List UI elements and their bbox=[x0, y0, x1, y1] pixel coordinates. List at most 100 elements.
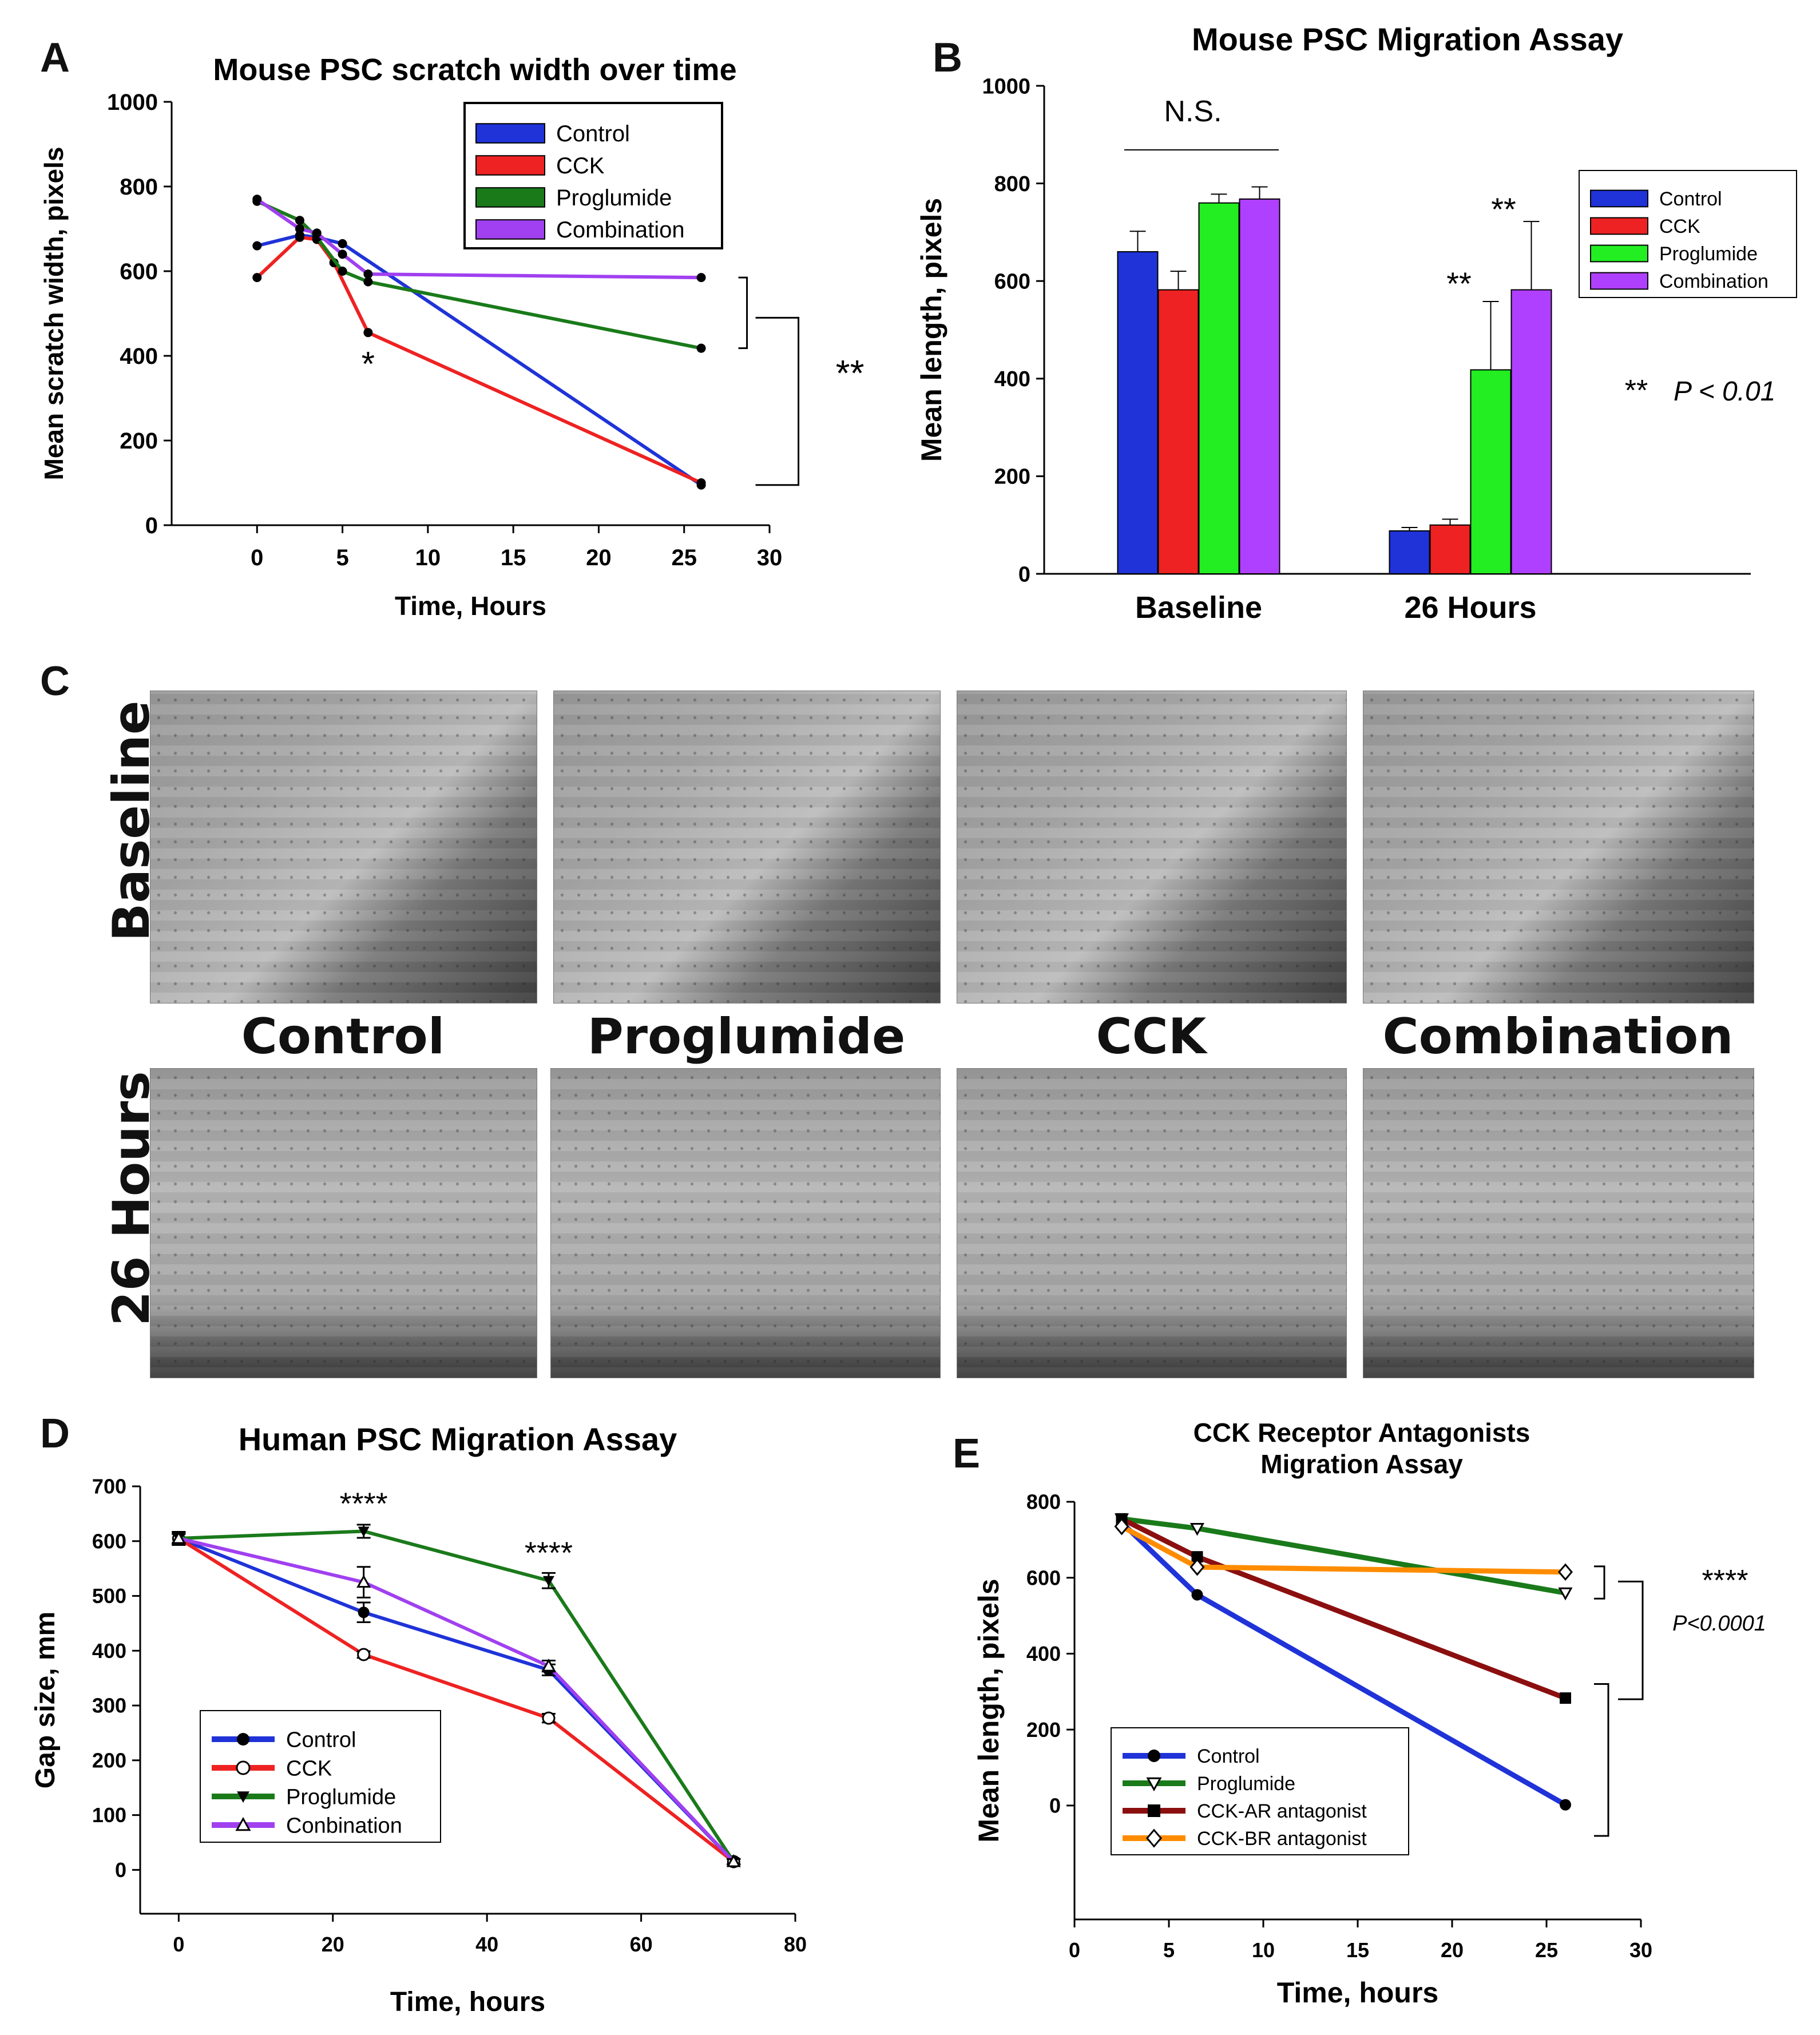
micrograph-26h-proglumide bbox=[550, 1068, 941, 1378]
y-tick-label: 400 bbox=[1026, 1642, 1061, 1665]
x-tick-label: 0 bbox=[1069, 1938, 1080, 1962]
chart-panel-b: Mouse PSC Migration Assay 0 200 400 600 800 10… bbox=[915, 21, 1797, 625]
annotation-star: * bbox=[362, 344, 375, 383]
bar bbox=[1510, 289, 1552, 574]
data-point bbox=[338, 267, 347, 276]
chart-title: Mouse PSC Migration Assay bbox=[1192, 21, 1623, 57]
legend-label: Combination bbox=[1659, 271, 1769, 292]
legend-box bbox=[200, 1710, 441, 1843]
legend-swatch bbox=[1590, 189, 1648, 208]
y-axis-label: Mean length, pixels bbox=[973, 1578, 1005, 1842]
legend-label: Proglumide bbox=[1197, 1773, 1295, 1795]
x-tick-label: 30 bbox=[1629, 1938, 1652, 1962]
panel-letter-a: A bbox=[40, 35, 70, 81]
x-tick-label: 40 bbox=[475, 1933, 498, 1956]
legend-label: Combination bbox=[556, 217, 685, 243]
data-point bbox=[358, 1606, 370, 1619]
col-label-proglumide: Proglumide bbox=[587, 1008, 906, 1065]
bar bbox=[1389, 530, 1430, 574]
x-tick-label: 20 bbox=[322, 1933, 344, 1956]
data-point bbox=[1560, 1799, 1571, 1811]
x-tick-label: 30 bbox=[757, 545, 783, 570]
legend-marker bbox=[1146, 1777, 1162, 1792]
annotation-sig: ** bbox=[836, 352, 865, 394]
x-tick-label: 10 bbox=[1252, 1938, 1275, 1962]
micrograph-26h-cck bbox=[957, 1068, 1347, 1378]
data-point bbox=[363, 277, 373, 287]
y-tick-label: 1000 bbox=[107, 90, 158, 115]
annotation-ns: N.S. bbox=[1164, 95, 1222, 128]
x-tick-label: 0 bbox=[173, 1933, 184, 1956]
legend-marker bbox=[236, 1760, 251, 1775]
legend-label: Proglumide bbox=[556, 185, 672, 211]
data-point bbox=[696, 273, 706, 283]
data-point bbox=[295, 224, 304, 233]
data-point bbox=[542, 1711, 556, 1725]
col-label-cck: CCK bbox=[1096, 1008, 1207, 1065]
series-line bbox=[256, 233, 703, 487]
annotation-pvalue: P < 0.01 bbox=[1674, 376, 1775, 407]
data-point bbox=[1191, 1589, 1203, 1601]
annotation-stars: ** bbox=[1491, 191, 1516, 227]
chart-title-line2: Migration Assay bbox=[1260, 1449, 1463, 1479]
y-tick-label: 600 bbox=[994, 270, 1030, 294]
series-line bbox=[1121, 1516, 1566, 1596]
legend-swatch bbox=[475, 219, 545, 240]
data-point bbox=[363, 269, 373, 279]
series-line bbox=[1120, 1516, 1567, 1701]
data-point bbox=[358, 1526, 370, 1537]
micrograph-26h-control bbox=[150, 1068, 537, 1378]
legend-swatch bbox=[1590, 272, 1648, 290]
legend-box bbox=[1111, 1727, 1409, 1855]
data-point bbox=[1114, 1517, 1129, 1536]
data-point bbox=[541, 1659, 556, 1672]
data-point bbox=[338, 249, 347, 259]
chart-panel-a: Mouse PSC scratch width over time0200400… bbox=[39, 53, 864, 621]
legend-swatch bbox=[1590, 217, 1648, 235]
micrograph-baseline-proglumide bbox=[553, 691, 941, 1003]
annotation-stars: **** bbox=[1702, 1564, 1748, 1597]
bar bbox=[1198, 202, 1240, 575]
legend-label: Proglumide bbox=[286, 1785, 396, 1809]
chart-title-line1: CCK Receptor Antagonists bbox=[1193, 1418, 1530, 1447]
legend-marker bbox=[237, 1791, 249, 1803]
y-axis-label: Gap size, mm bbox=[30, 1612, 61, 1788]
bar bbox=[1239, 198, 1280, 574]
col-label-combination: Combination bbox=[1382, 1008, 1734, 1065]
legend-marker bbox=[235, 1816, 251, 1831]
data-point bbox=[312, 228, 322, 238]
data-point bbox=[1189, 1522, 1205, 1536]
y-tick-label: 800 bbox=[120, 174, 158, 200]
series-line bbox=[256, 197, 701, 280]
data-point bbox=[1560, 1692, 1571, 1704]
legend-label: Conbination bbox=[286, 1814, 402, 1838]
x-tick-label: 15 bbox=[501, 545, 526, 570]
data-point bbox=[363, 328, 373, 338]
x-axis-label: Time, Hours bbox=[395, 591, 546, 621]
legend-label: CCK bbox=[1659, 216, 1700, 237]
data-point bbox=[1558, 1587, 1573, 1601]
x-tick-label: 25 bbox=[1535, 1938, 1558, 1962]
data-point bbox=[171, 1530, 186, 1544]
series-line bbox=[178, 1537, 735, 1863]
sig-bracket bbox=[755, 316, 800, 486]
bar bbox=[1157, 289, 1199, 574]
legend-label: CCK bbox=[286, 1756, 332, 1780]
data-point bbox=[295, 232, 304, 242]
series-line bbox=[256, 200, 702, 350]
legend-swatch bbox=[475, 187, 545, 208]
y-axis-label: Mean length, pixels bbox=[915, 198, 947, 462]
legend-label: Proglumide bbox=[1659, 243, 1758, 265]
micrograph-baseline-combination bbox=[1363, 691, 1754, 1003]
legend-label: CCK-AR antagonist bbox=[1197, 1800, 1367, 1822]
y-tick-label: 0 bbox=[145, 513, 158, 538]
y-tick-label: 0 bbox=[115, 1858, 126, 1882]
data-point bbox=[252, 241, 262, 251]
panel-letter-d: D bbox=[40, 1411, 70, 1457]
legend-swatch bbox=[475, 155, 545, 176]
bar bbox=[1429, 524, 1471, 575]
x-tick-label: 15 bbox=[1346, 1938, 1369, 1962]
legend-label: Control bbox=[556, 121, 630, 146]
annotation-pvalue: P<0.0001 bbox=[1672, 1612, 1766, 1636]
